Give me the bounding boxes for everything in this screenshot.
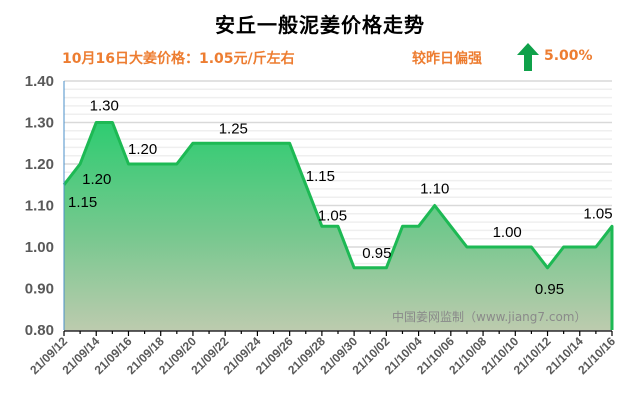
y-tick-label: 0.80 bbox=[25, 322, 54, 339]
data-label: 1.15 bbox=[306, 168, 335, 185]
data-label: 0.95 bbox=[362, 245, 391, 262]
price-note: 10月16日大姜价格：1.05元/斤左右 bbox=[62, 51, 295, 67]
y-tick-label: 1.40 bbox=[25, 73, 54, 90]
price-line bbox=[62, 121, 614, 330]
data-label: 1.15 bbox=[68, 194, 97, 211]
data-label: 1.25 bbox=[219, 120, 248, 137]
y-tick-label: 1.30 bbox=[25, 115, 54, 132]
y-tick-label: 1.20 bbox=[25, 156, 54, 173]
data-label: 1.20 bbox=[128, 141, 157, 158]
compare-text: 较昨日偏强 bbox=[412, 51, 482, 67]
data-label: 1.05 bbox=[583, 205, 612, 222]
y-tick-label: 0.90 bbox=[25, 281, 54, 298]
chart-title: 安丘一般泥姜价格走势 bbox=[215, 13, 425, 37]
data-label: 1.20 bbox=[82, 171, 111, 188]
data-label: 1.05 bbox=[318, 207, 347, 224]
y-tick-label: 1.10 bbox=[25, 198, 54, 215]
y-axis-ticks: 1.40 1.30 1.20 1.10 1.00 0.90 0.80 bbox=[25, 73, 54, 339]
data-label: 1.10 bbox=[420, 181, 449, 198]
y-tick-label: 1.00 bbox=[25, 239, 54, 256]
data-label: 0.95 bbox=[535, 281, 564, 298]
data-label: 1.00 bbox=[493, 224, 522, 241]
price-area bbox=[64, 122, 612, 330]
change-percent: 5.00% bbox=[544, 48, 593, 64]
data-label: 1.30 bbox=[90, 98, 119, 115]
x-axis: 21/09/1221/09/1421/09/1621/09/1821/09/20… bbox=[27, 330, 618, 377]
watermark: 中国姜网监制（www.jiang7.com） bbox=[392, 309, 586, 324]
up-arrow-icon bbox=[517, 43, 539, 71]
data-labels: 1.15 1.20 1.30 1.20 1.25 1.15 1.05 0.95 1.10 1.00… bbox=[68, 98, 613, 298]
